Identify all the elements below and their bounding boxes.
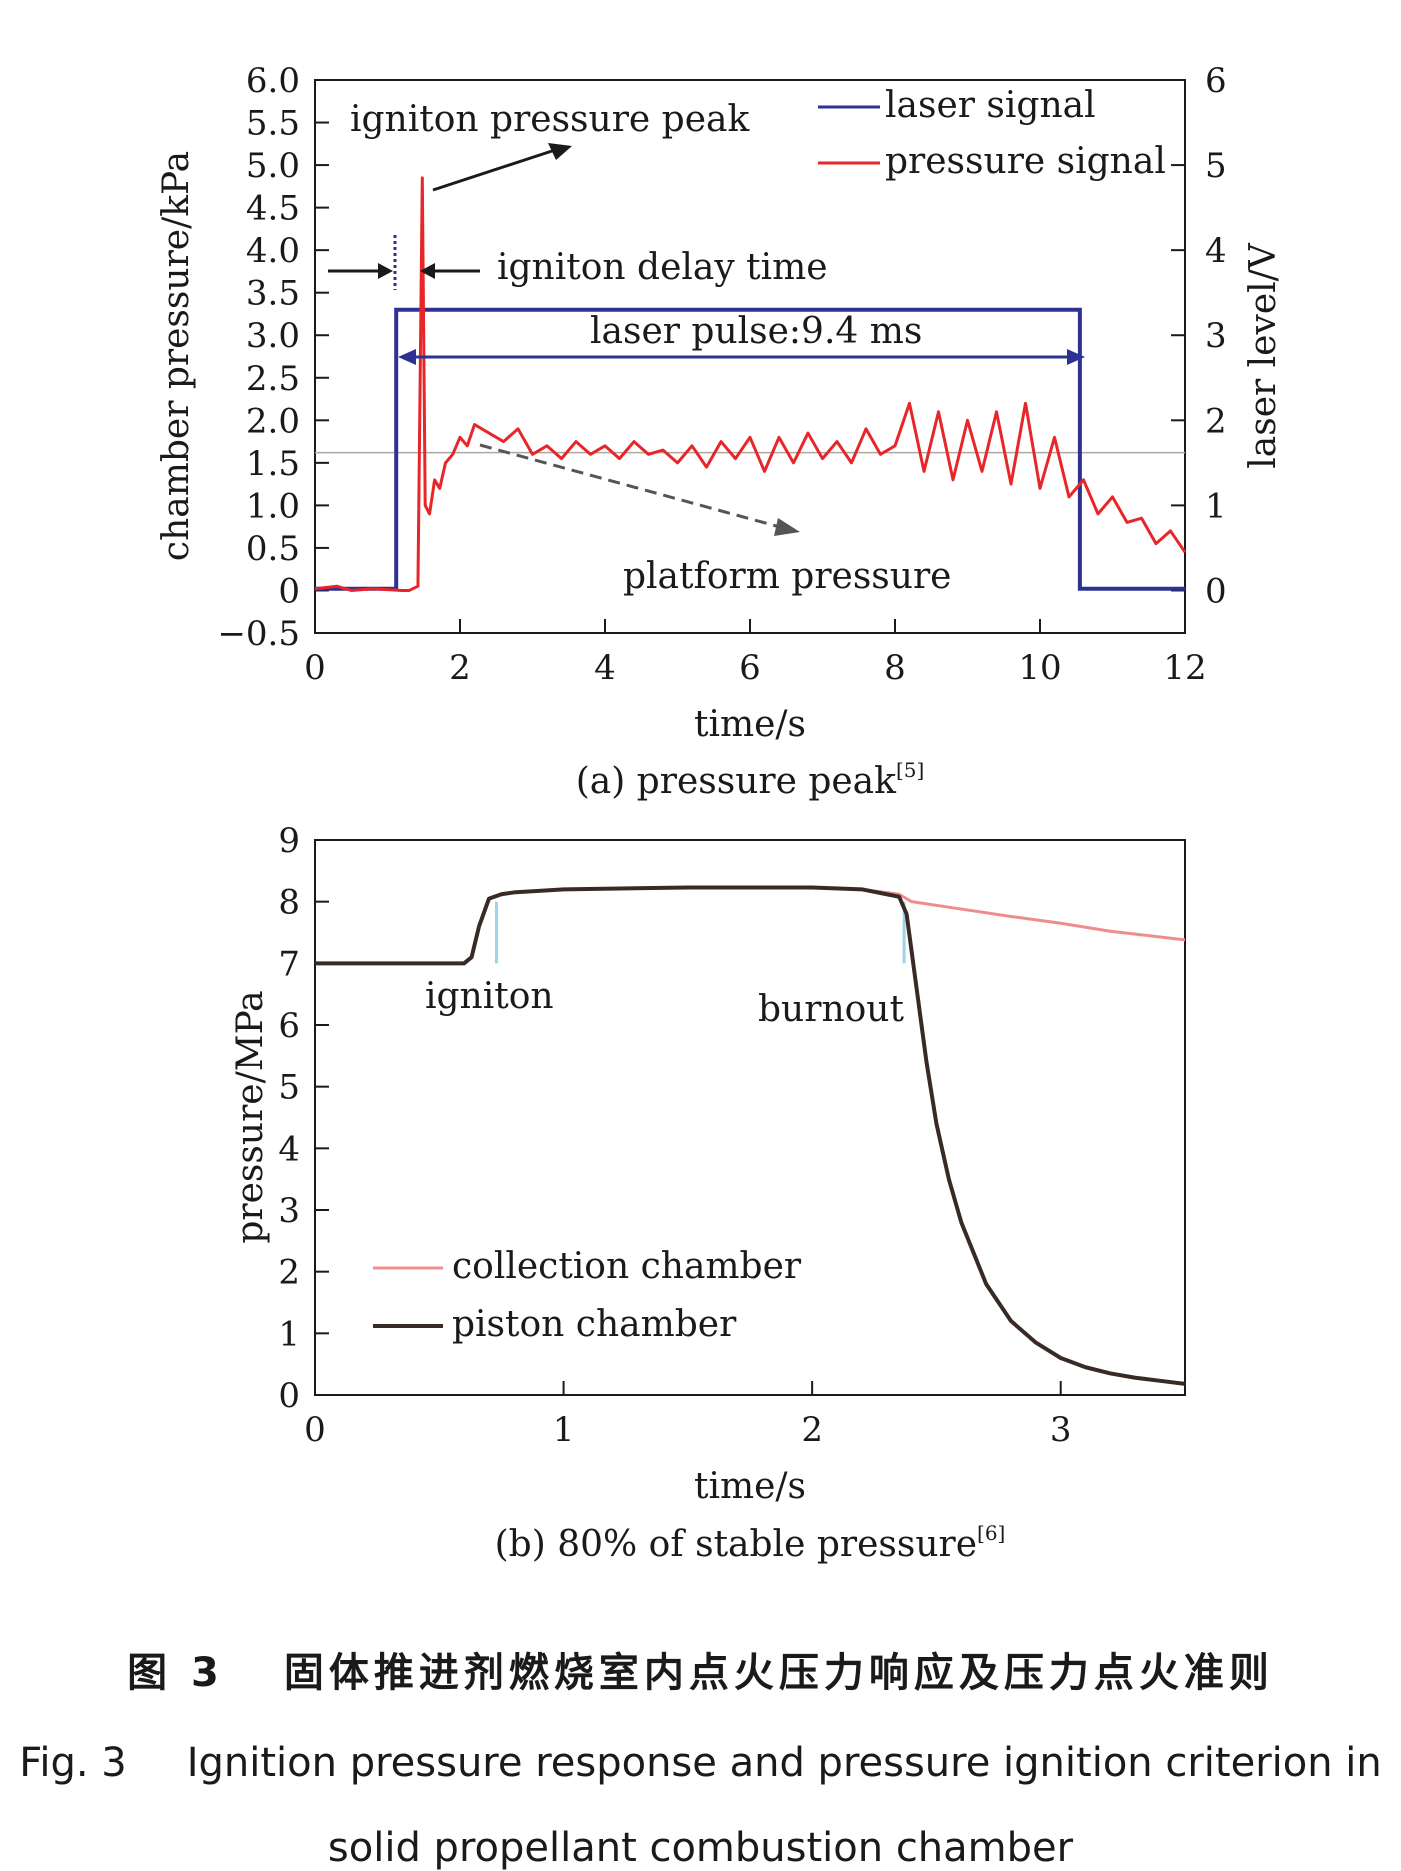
annotation-igniton-pressure-peak: igniton pressure peak (350, 99, 750, 140)
chart-a-y-axis-label: chamber pressure/kPa (156, 151, 197, 561)
chart-a-caption-text: (a) pressure peak (576, 761, 897, 802)
chart-a-x-tick-label: 2 (449, 648, 471, 688)
chart-b-event-markers (494, 901, 906, 964)
chart-a-y-tick-label: 1.0 (246, 486, 300, 526)
chart-a-right-tick-label: 6 (1205, 61, 1227, 101)
chart-a-y-tick-label: 4.0 (246, 231, 300, 271)
chart-a-x-axis-label: time/s (694, 704, 806, 745)
chart-a-y-tick-label: 3.0 (246, 316, 300, 356)
chart-a-y-tick-label: 0.5 (246, 529, 300, 569)
chart-a-right-tick-label: 3 (1205, 316, 1227, 356)
annotation-laser-pulse: laser pulse:9.4 ms (590, 311, 922, 352)
figure-caption-zh-label: 图 3 (127, 1650, 224, 1696)
chart-a-y-tick-label: 2.5 (246, 359, 300, 399)
chart-b-y-tick-label: 4 (278, 1129, 300, 1169)
annotation-platform-pressure: platform pressure (623, 556, 951, 597)
laser-pulse-arrow-left (398, 349, 416, 365)
chart-a-right-tick-label: 5 (1205, 146, 1227, 186)
figure-caption-zh-text: 固体推进剂燃烧室内点火压力响应及压力点火准则 (283, 1650, 1274, 1696)
chart-a-y-tick-label: 3.5 (246, 274, 300, 314)
figure-caption-en-line1: Fig. 3 Ignition pressure response and pre… (0, 1740, 1401, 1786)
chart-b-y-tick-label: 7 (278, 944, 300, 984)
laser-pulse-arrow-right (1067, 349, 1085, 365)
delay-arrow-right-head (420, 263, 435, 279)
annotation-igniton: igniton (425, 976, 554, 1017)
chart-b-y-tick-label: 8 (278, 883, 300, 923)
chart-b-y-tick-label: 6 (278, 1006, 300, 1046)
annotation-burnout: burnout (758, 989, 904, 1030)
peak-arrow-line (432, 148, 556, 192)
chart-a-right-axis-label: laser level/V (1243, 242, 1284, 469)
chart-b-y-tick-label: 2 (278, 1253, 300, 1293)
chart-b-caption-ref: [6] (977, 1521, 1005, 1545)
chart-a-caption: (a) pressure peak[5] (576, 758, 925, 802)
chart-a-y-axis: 6.05.55.04.54.03.53.02.52.01.51.00.50−0.… (217, 61, 329, 654)
legend-label-laser: laser signal (885, 85, 1096, 126)
chart-a-y-tick-label: −0.5 (217, 614, 300, 654)
chart-b-x-tick-label: 0 (304, 1410, 326, 1450)
chart-b: 9 8 7 6 5 4 3 2 1 0 0 1 2 3 igniton burnout collecti… (230, 821, 1186, 1565)
chart-b-x-axis-label: time/s (694, 1466, 806, 1507)
chart-a-right-tick-label: 2 (1205, 401, 1227, 441)
figure-caption-en-line2: solid propellant combustion chamber (327, 1825, 1074, 1871)
chart-b-x-axis: 0 1 2 3 (304, 1381, 1072, 1450)
piston-chamber-line (315, 885, 1186, 1386)
chart-a-caption-ref: [5] (896, 758, 924, 782)
chart-a-y-tick-label: 5.0 (246, 146, 300, 186)
chart-a: 6.05.55.04.54.03.53.02.52.01.51.00.50−0.… (156, 61, 1284, 802)
chart-a-right-tick-label: 1 (1205, 486, 1227, 526)
figure-caption-zh: 图 3 固体推进剂燃烧室内点火压力响应及压力点火准则 (0, 1640, 1401, 1698)
delay-arrow-left-head (378, 263, 393, 279)
platform-arrow-head (774, 518, 800, 536)
chart-b-frame (314, 839, 1186, 1396)
chart-b-y-tick-label: 3 (278, 1191, 300, 1231)
pressure-signal-line (314, 176, 1187, 592)
chart-a-right-tick-label: 4 (1205, 231, 1227, 271)
chart-b-caption: (b) 80% of stable pressure[6] (495, 1521, 1006, 1565)
chart-a-right-tick-label: 0 (1205, 571, 1227, 611)
platform-arrow-line (479, 443, 781, 529)
legend-label-collection: collection chamber (452, 1246, 802, 1287)
chart-a-x-tick-label: 4 (594, 648, 616, 688)
chart-a-y-tick-label: 1.5 (246, 444, 300, 484)
chart-b-y-axis-label: pressure/MPa (230, 990, 271, 1243)
legend-label-pressure: pressure signal (885, 141, 1166, 182)
chart-b-x-tick-label: 1 (553, 1410, 575, 1450)
chart-a-x-tick-label: 10 (1018, 648, 1061, 688)
chart-a-x-tick-label: 8 (884, 648, 906, 688)
chart-a-y-tick-label: 2.0 (246, 401, 300, 441)
chart-b-y-tick-label: 9 (278, 821, 300, 861)
peak-arrow-head (548, 143, 572, 160)
collection-chamber-line (315, 885, 1186, 965)
annotation-igniton-delay-time: igniton delay time (497, 247, 828, 288)
chart-a-y-tick-label: 0 (278, 571, 300, 611)
chart-b-x-tick-label: 2 (801, 1410, 823, 1450)
chart-a-y-tick-label: 6.0 (246, 61, 300, 101)
chart-b-x-tick-label: 3 (1050, 1410, 1072, 1450)
figure-caption-en-label: Fig. 3 (19, 1740, 127, 1786)
chart-a-x-tick-label: 0 (304, 648, 326, 688)
figure-caption-en-text1: Ignition pressure response and pressure … (186, 1740, 1382, 1786)
chart-b-y-axis: 9 8 7 6 5 4 3 2 1 0 (278, 821, 329, 1416)
chart-b-y-tick-label: 0 (278, 1376, 300, 1416)
legend-label-piston: piston chamber (452, 1304, 737, 1345)
chart-a-y-tick-label: 4.5 (246, 189, 300, 229)
chart-a-x-tick-label: 12 (1163, 648, 1206, 688)
chart-b-caption-text: (b) 80% of stable pressure (495, 1524, 977, 1565)
chart-a-x-axis: 0 2 4 6 8 10 12 (304, 619, 1207, 688)
chart-b-y-tick-label: 5 (278, 1068, 300, 1108)
chart-b-y-tick-label: 1 (278, 1314, 300, 1354)
chart-a-y-tick-label: 5.5 (246, 104, 300, 144)
chart-a-right-axis: 6 5 4 3 2 1 0 (1171, 61, 1227, 611)
chart-a-x-tick-label: 6 (739, 648, 761, 688)
